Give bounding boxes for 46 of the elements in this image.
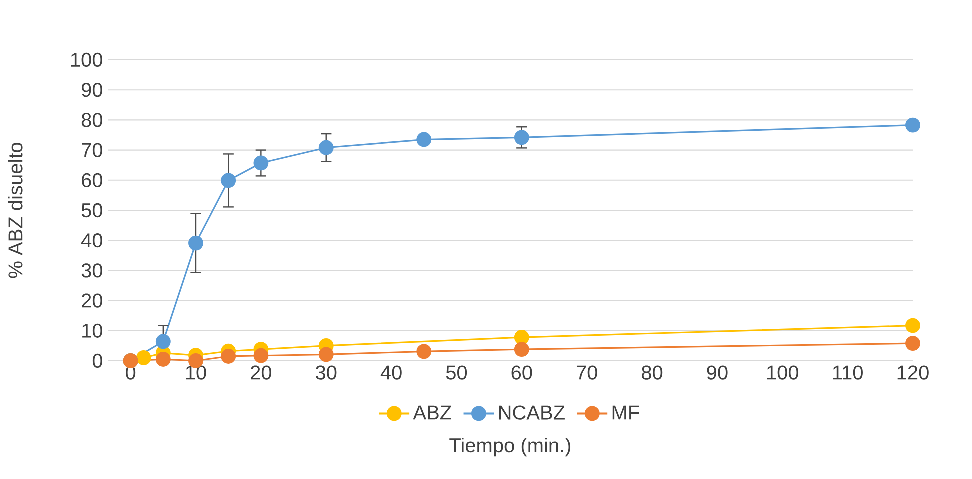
x-tick-label: 110 — [833, 366, 863, 380]
point — [906, 318, 920, 334]
x-tick-label: 30 — [316, 366, 337, 380]
y-tick-label: 70 — [82, 143, 102, 158]
legend-label: NCABZ — [499, 406, 565, 420]
y-tick-label: 80 — [82, 113, 102, 128]
x-tick-label: 120 — [898, 366, 929, 380]
x-tick-label: 50 — [446, 366, 468, 380]
point — [906, 336, 920, 352]
x-tick-label: 60 — [512, 366, 532, 380]
point — [514, 130, 530, 146]
y-tick-label: 10 — [82, 324, 102, 338]
y-tick-label: 100 — [71, 52, 102, 68]
point — [221, 349, 236, 364]
point — [254, 348, 269, 364]
point — [156, 352, 171, 367]
x-tick-label: 90 — [707, 366, 728, 380]
point — [156, 334, 171, 350]
x-tick-label: 100 — [767, 366, 799, 380]
point — [254, 156, 269, 171]
x-tick-label: 70 — [576, 366, 598, 380]
point — [514, 342, 530, 358]
y-tick-label: 30 — [82, 264, 102, 278]
y-tick-label: 40 — [82, 234, 102, 248]
point — [906, 118, 920, 133]
y-tick-label: 0 — [92, 354, 102, 368]
y-axis-title: % ABZ disuelto — [8, 142, 23, 278]
x-tick-label: 20 — [251, 366, 272, 380]
point — [514, 330, 530, 345]
legend-label: MF — [612, 406, 640, 420]
point — [416, 132, 432, 148]
x-tick-label: 40 — [380, 366, 402, 380]
point — [188, 236, 204, 251]
point — [318, 140, 334, 156]
legend-label: ABZ — [413, 406, 452, 420]
x-tick-label: 80 — [642, 366, 663, 380]
point — [416, 344, 432, 360]
x-tick-label: 10 — [186, 366, 206, 380]
point — [318, 347, 334, 362]
y-tick-label: 90 — [82, 83, 102, 98]
point — [221, 173, 236, 188]
point — [136, 350, 152, 366]
x-axis-title: Tiempo (min.) — [450, 438, 571, 457]
y-tick-label: 60 — [82, 173, 102, 188]
y-tick-label: 20 — [82, 294, 102, 308]
y-tick-label: 50 — [82, 203, 102, 218]
